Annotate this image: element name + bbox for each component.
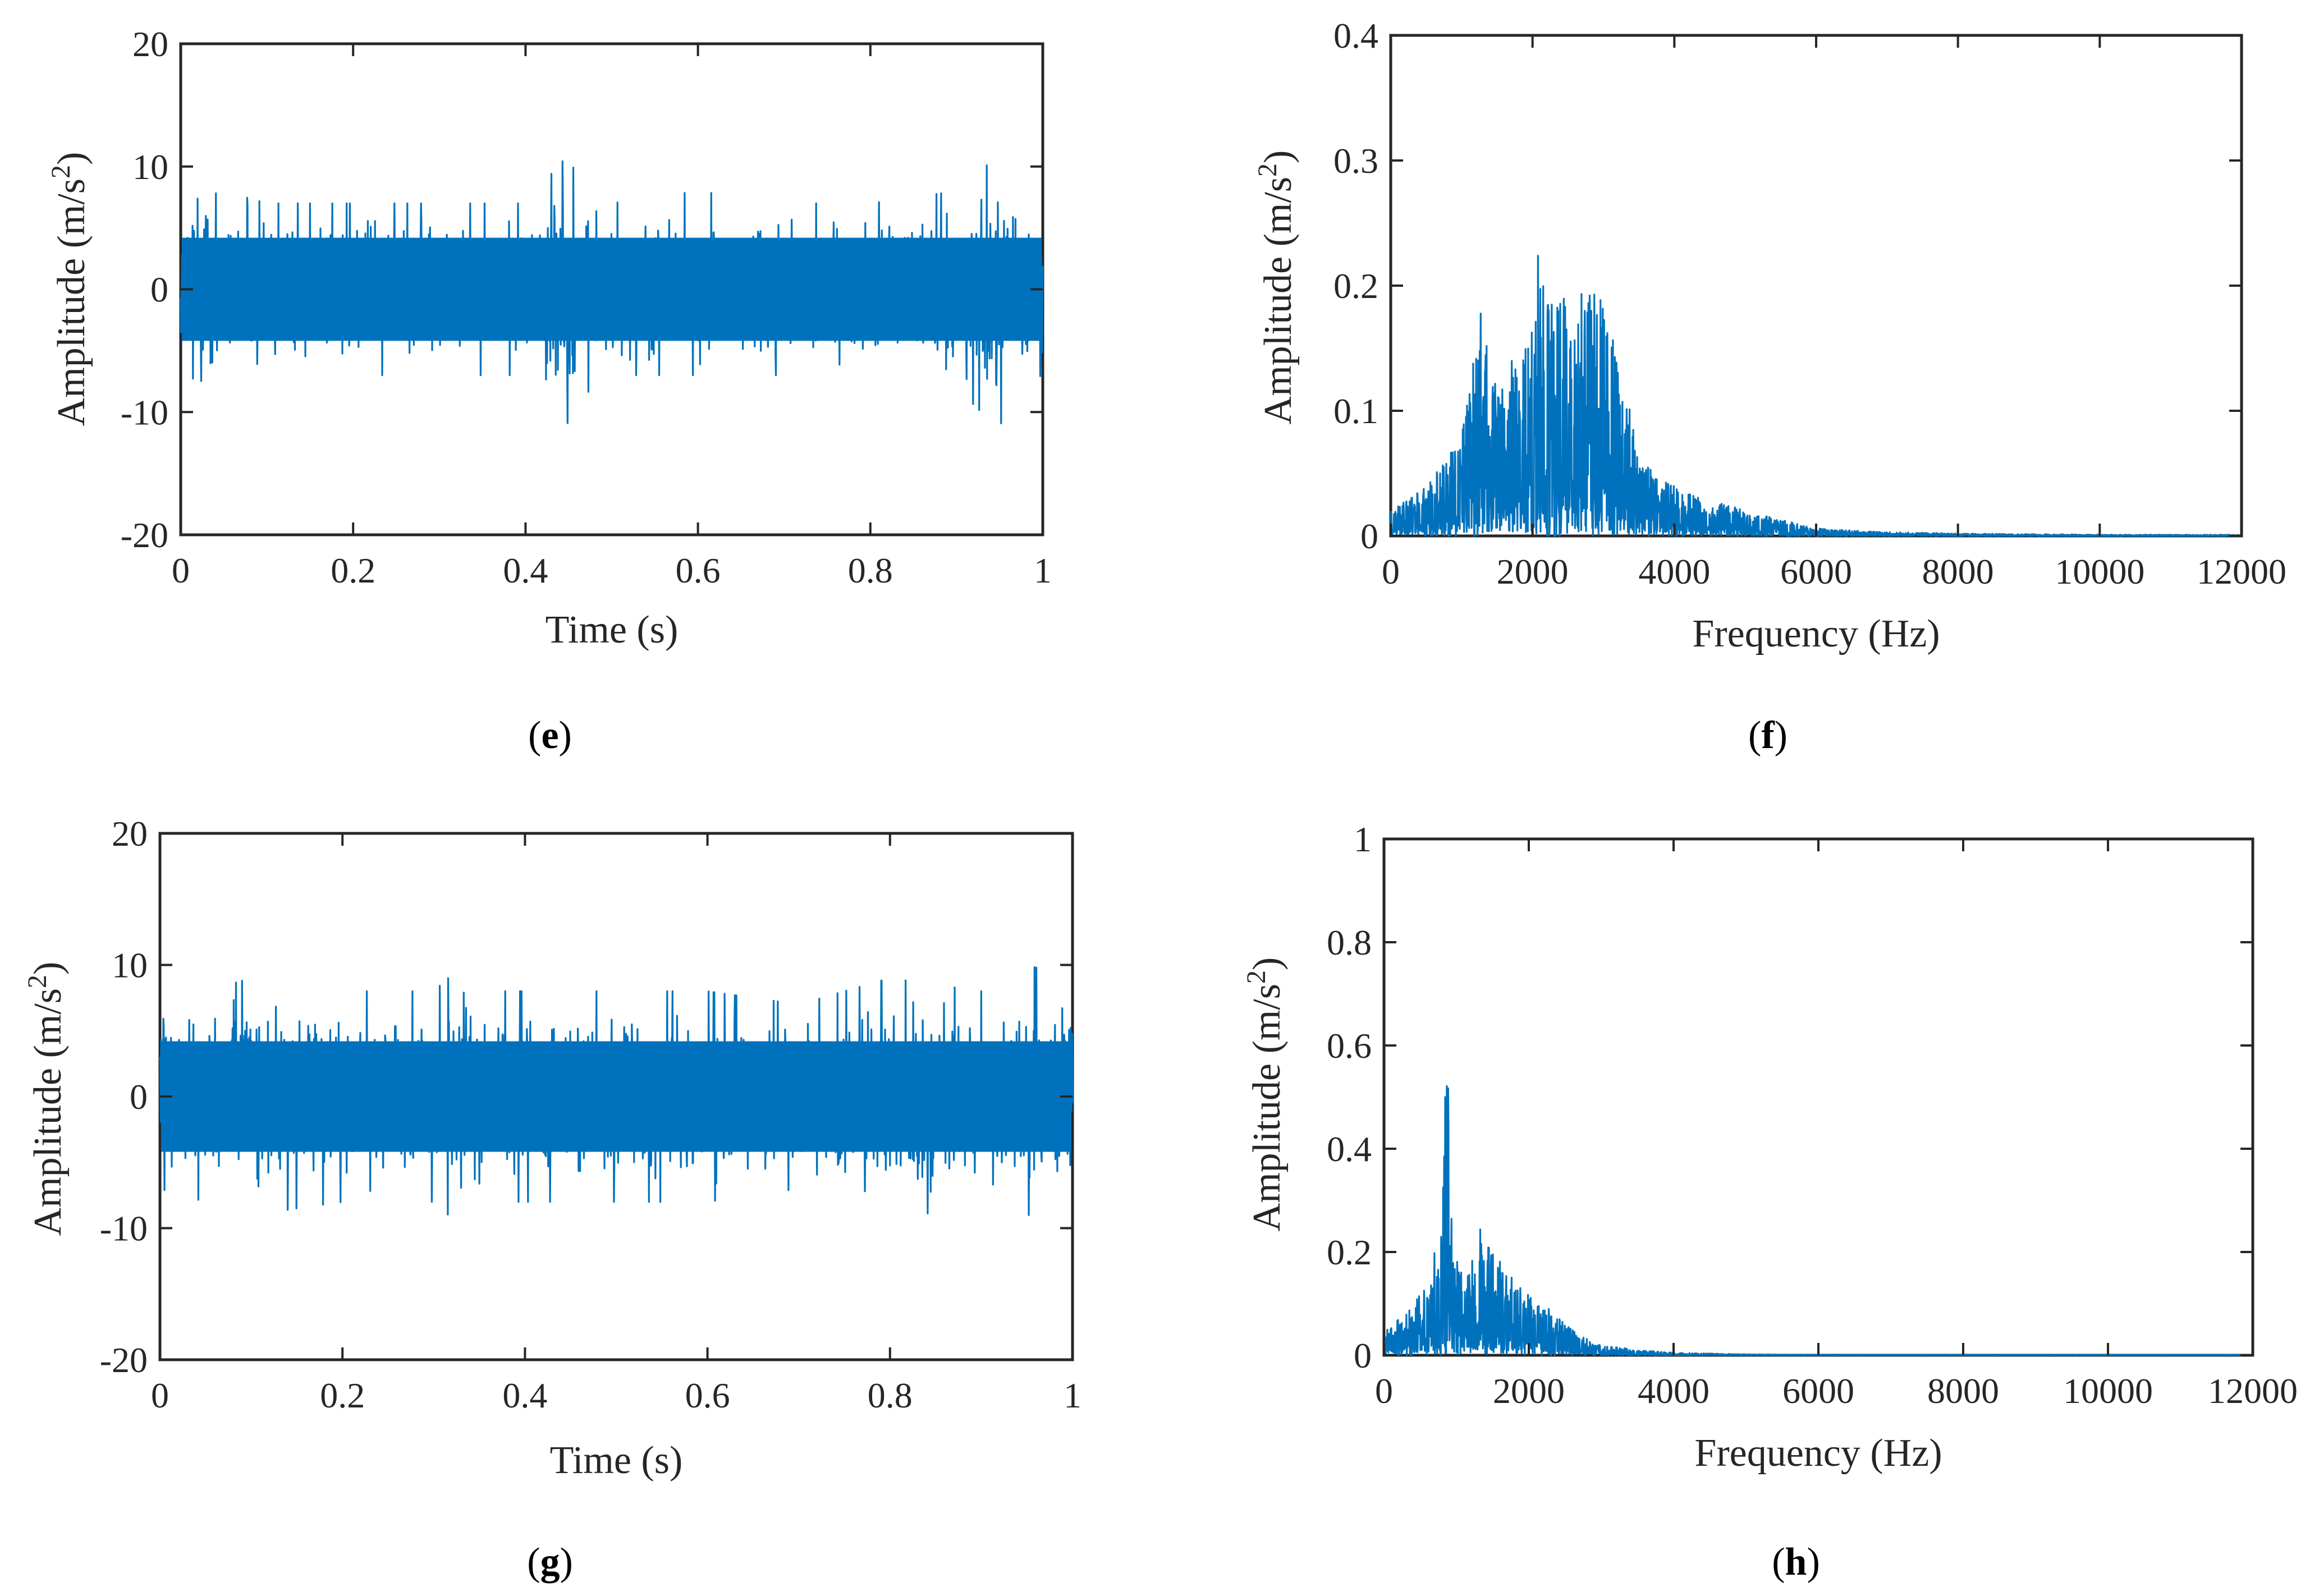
x-axis-label-f: Frequency (Hz)	[1692, 612, 1940, 655]
panel-label-g: (g)	[527, 1540, 573, 1584]
x-tick-label: 2000	[1497, 552, 1569, 591]
x-tick-label: 0.4	[503, 551, 548, 590]
panel-label-e: (e)	[528, 714, 572, 757]
x-tick-label: 4000	[1638, 1371, 1710, 1411]
signal-series-line	[1390, 255, 2243, 537]
y-tick-label: 0	[1354, 1336, 1372, 1375]
x-ticks-f: 0 2000 4000 6000 8000 10000 12000	[1382, 35, 2286, 591]
x-tick-label: 0.8	[848, 551, 893, 590]
x-axis-label-e: Time (s)	[546, 608, 679, 652]
x-tick-label: 0	[172, 551, 190, 590]
signal-series-line	[1383, 1085, 2253, 1356]
y-tick-label: 0.2	[1327, 1232, 1372, 1272]
y-tick-label: -10	[121, 392, 168, 432]
y-tick-label: 0	[130, 1077, 148, 1117]
y-axis-label-g: Amplitude (m/s2)	[22, 962, 70, 1236]
plot-area-f	[1390, 255, 2243, 537]
y-ticks-e: -20 -10 0 10 20	[121, 24, 1043, 555]
x-tick-label: 1	[1034, 551, 1052, 590]
panel-f: 0 0.1 0.2 0.3 0.4 0 2000 4000 6000 8000 10000 1200…	[1253, 16, 2287, 757]
x-tick-label: 0.4	[502, 1375, 547, 1415]
x-tick-label: 12000	[2208, 1371, 2298, 1411]
x-ticks-h: 0 2000 4000 6000 8000 10000 12000	[1375, 839, 2298, 1411]
y-tick-label: 10	[112, 946, 148, 985]
x-tick-label: 6000	[1782, 1371, 1854, 1411]
x-tick-label: 8000	[1922, 552, 1994, 591]
y-tick-label: 0.1	[1333, 391, 1378, 431]
plot-area-h	[1383, 1085, 2253, 1356]
y-tick-label: 20	[132, 24, 168, 64]
y-tick-label: 0.6	[1327, 1026, 1372, 1066]
x-axis-label-g: Time (s)	[550, 1439, 683, 1482]
y-tick-label: -20	[100, 1340, 148, 1380]
x-tick-label: 10000	[2055, 552, 2144, 591]
y-tick-label: -10	[100, 1209, 148, 1249]
x-tick-label: 0.6	[685, 1375, 730, 1415]
y-ticks-f: 0 0.1 0.2 0.3 0.4	[1333, 16, 2242, 556]
panel-label-f: (f)	[1748, 714, 1788, 757]
y-ticks-g: -20 -10 0 10 20	[100, 814, 1073, 1380]
signal-series-line	[180, 160, 1044, 424]
y-tick-label: 0	[1360, 516, 1378, 556]
x-axis-label-h: Frequency (Hz)	[1694, 1432, 1942, 1475]
x-tick-label: 0.2	[331, 551, 375, 590]
x-tick-label: 6000	[1780, 552, 1852, 591]
y-tick-label: 0.4	[1327, 1129, 1372, 1169]
x-tick-label: 0	[151, 1375, 169, 1415]
plot-area-e	[180, 160, 1044, 424]
signal-series-line	[159, 966, 1074, 1216]
x-tick-label: 0	[1375, 1371, 1393, 1411]
x-tick-label: 4000	[1638, 552, 1710, 591]
y-tick-label: 10	[132, 147, 168, 187]
x-tick-label: 12000	[2197, 552, 2286, 591]
x-tick-label: 0.8	[868, 1375, 913, 1415]
y-axis-label-h: Amplitude (m/s2)	[1241, 957, 1289, 1232]
x-tick-label: 8000	[1927, 1371, 1999, 1411]
x-ticks-e: 0 0.2 0.4 0.6 0.8 1	[172, 44, 1052, 590]
panel-h: 0 0.2 0.4 0.6 0.8 1 0 2000 4000 6000 8000 10000 120…	[1241, 819, 2298, 1584]
panel-g: -20 -10 0 10 20 0 0.2 0.4 0.6 0.8 1 Time (s) Ampl…	[22, 814, 1082, 1584]
y-tick-label: 0.8	[1327, 923, 1372, 962]
plot-area-g	[159, 966, 1074, 1216]
x-tick-label: 0.2	[320, 1375, 365, 1415]
y-tick-label: 0.4	[1333, 16, 1378, 56]
y-axis-label-f: Amplitude (m/s2)	[1253, 150, 1300, 425]
y-tick-label: 20	[112, 814, 148, 854]
y-ticks-h: 0 0.2 0.4 0.6 0.8 1	[1327, 819, 2253, 1375]
panel-label-h: (h)	[1772, 1540, 1820, 1584]
y-tick-label: -20	[121, 515, 168, 555]
plot-frame-h	[1382, 837, 2254, 1357]
x-tick-label: 0	[1382, 552, 1400, 591]
x-ticks-g: 0 0.2 0.4 0.6 0.8 1	[151, 833, 1081, 1415]
x-tick-label: 10000	[2063, 1371, 2153, 1411]
y-axis-label-e: Amplitude (m/s2)	[46, 152, 94, 426]
x-tick-label: 0.6	[676, 551, 721, 590]
panel-e: -20 -10 0 10 20 0 0.2 0.4 0.6 0.8 1 Time (s) Ampl…	[46, 24, 1052, 757]
y-tick-label: 1	[1354, 819, 1372, 859]
y-tick-label: 0.2	[1333, 266, 1378, 306]
y-tick-label: 0.3	[1333, 141, 1378, 181]
y-tick-label: 0	[150, 270, 168, 310]
x-tick-label: 2000	[1493, 1371, 1565, 1411]
x-tick-label: 1	[1064, 1375, 1081, 1415]
